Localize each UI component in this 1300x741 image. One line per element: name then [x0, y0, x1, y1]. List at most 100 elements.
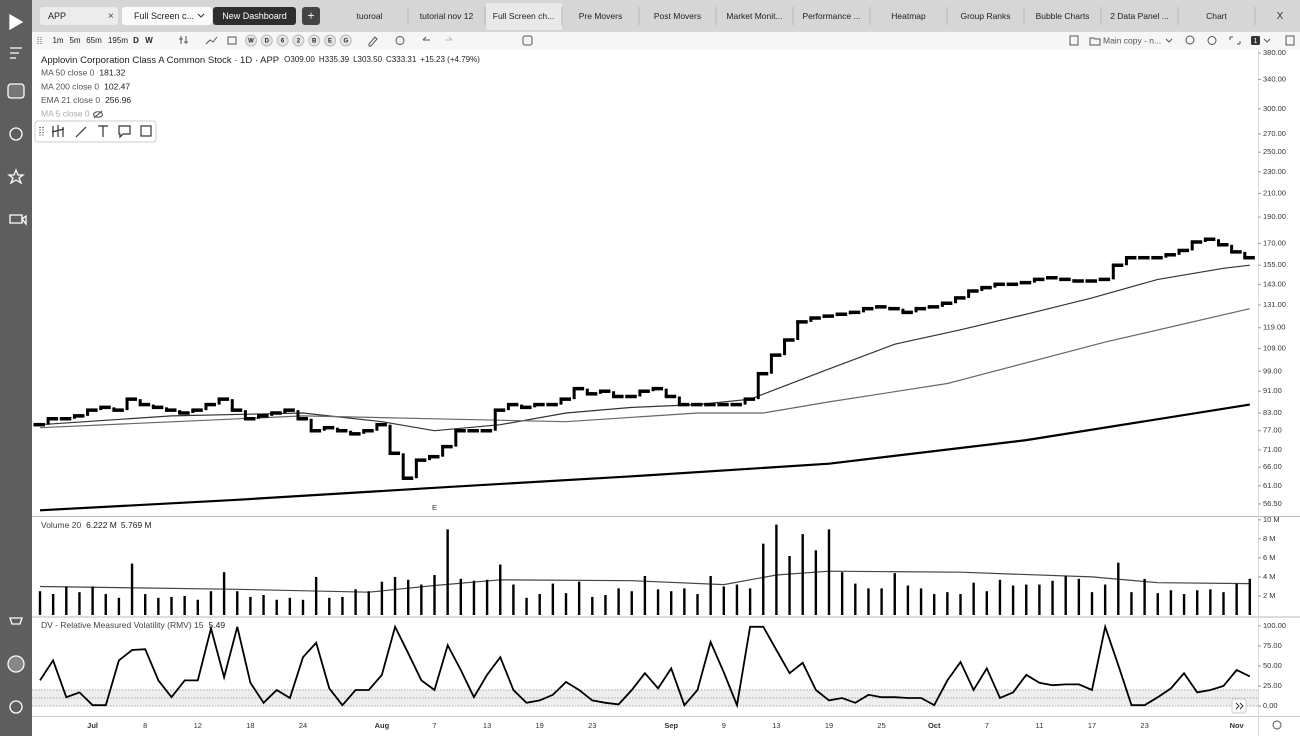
close-button[interactable]: X — [1277, 11, 1284, 22]
tab[interactable]: Pre Movers — [579, 11, 622, 21]
indicator-row[interactable]: MA 200 close 0 102.47 — [41, 82, 130, 92]
volume-bar — [1077, 578, 1081, 615]
y-tick-label: 0.00 — [1263, 701, 1278, 710]
volume-bar — [249, 596, 252, 615]
tab[interactable]: Heatmap — [891, 11, 926, 21]
volume-bar — [643, 575, 647, 615]
compare-icon[interactable] — [205, 36, 218, 45]
watchlist-icon[interactable] — [7, 168, 25, 185]
volume-bar — [78, 592, 81, 615]
interval-button[interactable]: 5m — [69, 36, 80, 45]
y-tick-label: 143.00 — [1263, 279, 1286, 288]
symbol-text: APP — [48, 11, 66, 21]
chevron — [197, 13, 205, 18]
add-tab-button[interactable] — [302, 7, 320, 25]
x-tick-label: Oct — [928, 721, 941, 730]
undo-icon[interactable] — [422, 36, 430, 41]
volume-bar — [91, 586, 94, 615]
tab[interactable]: Chart — [1206, 11, 1227, 21]
search-icon[interactable] — [1185, 35, 1195, 45]
alerts-icon[interactable] — [9, 214, 27, 226]
interval-button[interactable]: D — [133, 36, 139, 45]
marker-toggle[interactable] — [276, 34, 289, 47]
drawing-tools — [39, 125, 152, 139]
volume-bar — [696, 594, 699, 615]
interval-button[interactable]: 1m — [52, 36, 63, 45]
volume-value: 6.222 M — [86, 520, 117, 530]
volume-bar — [38, 591, 42, 615]
x-tick-label: 18 — [246, 721, 254, 730]
layout-name[interactable]: Main copy - n... — [1103, 35, 1161, 45]
indicators-icon[interactable] — [179, 36, 188, 44]
interval-button[interactable]: 195m — [108, 36, 128, 45]
marker-toggle[interactable] — [324, 34, 336, 47]
marker-toggle[interactable] — [292, 34, 305, 47]
volume-bar — [157, 597, 160, 615]
volume-bar — [840, 572, 844, 615]
legend-close: C333.31 — [386, 55, 417, 64]
toolbar-icons — [37, 35, 1295, 47]
interval-button[interactable]: W — [145, 36, 153, 45]
volume-bar — [762, 543, 765, 615]
tab[interactable]: tutorial nov 12 — [420, 11, 474, 21]
tab[interactable]: 2 Data Panel ... — [1110, 11, 1169, 21]
fullscreen-icon[interactable] — [1229, 36, 1241, 45]
volume-bar — [130, 563, 134, 615]
indicator-row[interactable]: EMA 21 close 0 256.96 — [41, 95, 131, 105]
marker-label: G — [343, 39, 348, 45]
tool-fib[interactable] — [51, 125, 65, 137]
volume-bar — [328, 597, 331, 615]
earnings-marker[interactable]: E — [432, 503, 437, 512]
menu-icon[interactable] — [10, 47, 22, 59]
volume-bar — [748, 588, 752, 615]
volume-bar — [301, 599, 305, 615]
pane-count-box[interactable] — [1251, 36, 1260, 45]
volume-bar — [65, 586, 68, 615]
refresh-icon[interactable] — [395, 36, 405, 45]
marker-toggle[interactable] — [339, 34, 352, 47]
x-tick-label: 17 — [1088, 721, 1096, 730]
symbol-search[interactable] — [40, 7, 118, 25]
tool-text[interactable] — [98, 125, 108, 137]
settings-icon[interactable] — [1207, 36, 1217, 45]
volume-bar — [1156, 593, 1159, 615]
marker-toggle[interactable] — [245, 34, 257, 47]
tool-comment[interactable] — [118, 125, 131, 139]
layout-icon[interactable] — [1069, 35, 1079, 46]
volume-value: 5.769 M — [121, 520, 152, 530]
tab[interactable]: Performance ... — [802, 11, 860, 21]
layout-select[interactable] — [122, 7, 212, 25]
scanner-icon[interactable] — [9, 127, 23, 141]
indicator-row[interactable]: MA 5 close 0 — [41, 109, 90, 119]
tab[interactable]: Market Monit... — [726, 11, 782, 21]
legend-change: +15.23 (+4.79%) — [420, 55, 480, 64]
tab[interactable]: tuoroal — [357, 11, 383, 21]
avatar[interactable] — [7, 655, 25, 673]
hat-icon[interactable] — [9, 617, 23, 625]
marker-toggle[interactable] — [260, 34, 273, 47]
axis-settings[interactable] — [1272, 720, 1282, 730]
tool-line[interactable] — [75, 126, 87, 138]
clear-icon[interactable]: × — [108, 11, 114, 22]
tab[interactable]: Bubble Charts — [1036, 11, 1090, 21]
redo-icon[interactable] — [445, 36, 453, 41]
tab[interactable]: Post Movers — [654, 11, 701, 21]
new-dashboard-button[interactable] — [213, 7, 296, 25]
folder-icon[interactable] — [1089, 37, 1101, 46]
charts-icon[interactable] — [7, 83, 25, 99]
interval-button[interactable]: 65m — [86, 36, 102, 45]
template-icon[interactable] — [227, 36, 237, 45]
tool-rect[interactable] — [140, 125, 152, 137]
hidden-eye-slash — [93, 110, 103, 119]
volume-bar — [683, 588, 686, 615]
draw-icon[interactable] — [368, 36, 378, 47]
tab[interactable]: Group Ranks — [960, 11, 1010, 21]
marker-toggle[interactable] — [308, 34, 321, 47]
indicator-row[interactable]: MA 50 close 0 181.32 — [41, 68, 126, 78]
hidden-eye-icon[interactable] — [93, 111, 103, 118]
tab[interactable]: Full Screen ch... — [493, 11, 554, 21]
help-icon[interactable] — [9, 700, 23, 714]
panel-icon[interactable] — [1285, 35, 1295, 46]
snapshot-icon[interactable] — [522, 35, 533, 46]
